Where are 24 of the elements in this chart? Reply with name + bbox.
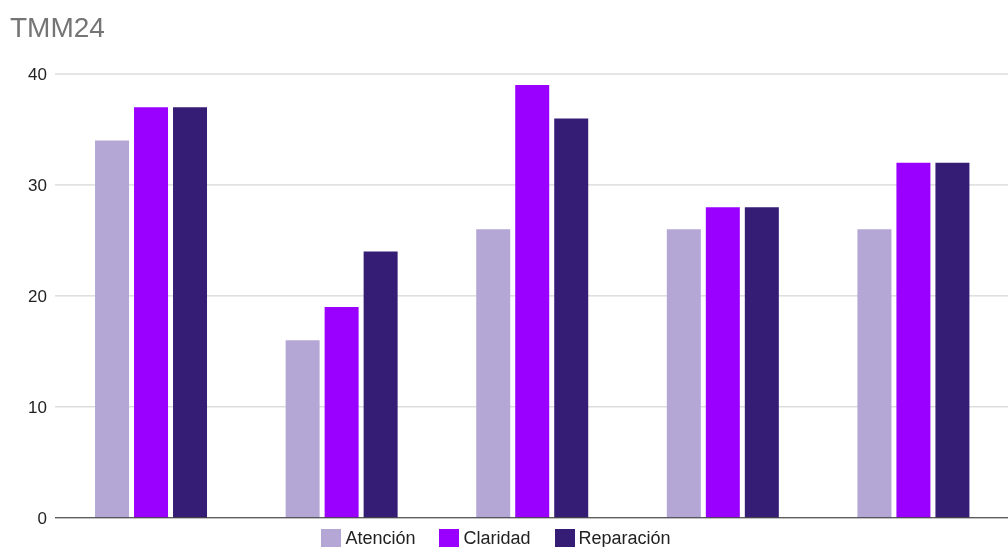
chart-title: TMM24 xyxy=(9,11,106,45)
y-tick-label: 20 xyxy=(28,286,47,306)
bar xyxy=(705,207,740,518)
bar xyxy=(857,229,892,518)
bar xyxy=(666,229,701,518)
bar xyxy=(935,162,970,518)
bar xyxy=(95,140,130,518)
bar xyxy=(896,162,931,518)
legend-label: Reparación xyxy=(578,527,671,547)
bar xyxy=(515,85,550,518)
y-tick-label: 40 xyxy=(28,65,47,85)
y-tick-label: 0 xyxy=(37,508,47,528)
bar xyxy=(554,118,589,518)
y-tick-label: 30 xyxy=(28,175,47,195)
y-tick-label: 10 xyxy=(28,397,47,417)
bar xyxy=(476,229,511,518)
legend-label: Claridad xyxy=(463,527,531,547)
bar xyxy=(173,107,208,518)
bar xyxy=(324,306,359,518)
bar xyxy=(285,340,320,518)
legend-label: Atención xyxy=(345,527,416,547)
bar xyxy=(744,207,779,518)
bar xyxy=(363,251,398,518)
bar xyxy=(134,107,169,518)
